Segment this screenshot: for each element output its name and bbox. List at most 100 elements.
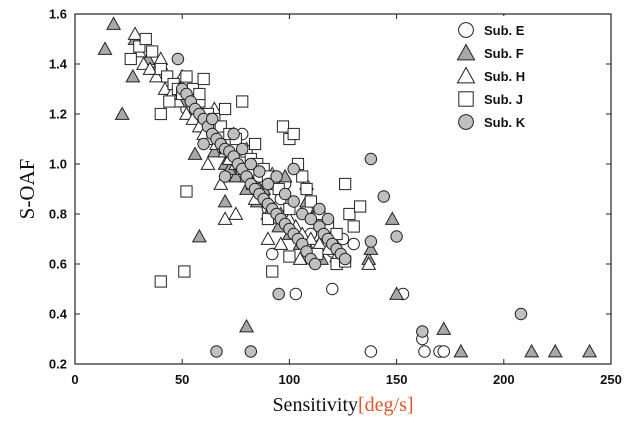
data-point-s4	[272, 287, 285, 301]
data-point-s0	[347, 237, 360, 251]
legend-label: Sub. J	[484, 92, 523, 107]
data-point-s3	[193, 87, 206, 101]
data-point-s0	[266, 247, 279, 261]
data-point-s3	[161, 70, 174, 83]
x-axis-unit: [deg/s]	[358, 394, 414, 416]
data-point-s2	[200, 156, 216, 170]
x-tick-label: 0	[71, 372, 78, 387]
data-point-s3	[180, 70, 193, 83]
data-point-s4	[210, 345, 223, 358]
x-tick-label: 250	[600, 372, 622, 387]
data-point-s2	[228, 206, 244, 220]
data-point-s4	[197, 137, 210, 151]
data-point-s4	[514, 307, 528, 321]
data-point-s1	[106, 16, 122, 30]
data-point-s4	[390, 230, 403, 243]
data-point-s2	[127, 26, 143, 40]
y-tick-label: 1.6	[49, 7, 67, 22]
data-point-s4	[364, 235, 378, 248]
data-point-s4	[321, 212, 335, 226]
data-point-s3	[283, 250, 296, 263]
data-point-s4	[235, 142, 249, 156]
data-point-s4	[261, 177, 275, 191]
plot-frame	[74, 13, 612, 365]
data-point-s0	[364, 345, 378, 358]
data-point-s4	[313, 202, 326, 216]
data-point-s1	[239, 318, 255, 333]
legend-label: Sub. E	[484, 23, 525, 38]
data-point-s3	[343, 207, 356, 221]
data-point-s3	[178, 265, 191, 278]
data-point-s1	[453, 343, 469, 358]
data-point-s4	[364, 152, 378, 166]
data-point-s2	[361, 256, 377, 270]
data-point-s4	[218, 170, 232, 183]
data-point-s1	[97, 41, 113, 55]
x-axis-label: Sensitivity[deg/s]	[272, 394, 413, 416]
data-point-s4	[244, 345, 258, 358]
data-point-s4	[287, 162, 300, 176]
data-point-s4	[416, 325, 429, 338]
data-point-s3	[154, 275, 167, 288]
data-point-s0	[418, 345, 431, 358]
legend-label: Sub. F	[484, 46, 524, 61]
data-point-s1	[436, 321, 452, 335]
data-point-s4	[308, 257, 322, 271]
data-point-s4	[205, 112, 219, 126]
data-point-s3	[163, 95, 176, 108]
legend-marker	[458, 22, 474, 38]
data-point-s3	[154, 62, 167, 76]
data-point-s3	[154, 107, 167, 121]
data-point-s1	[217, 193, 233, 208]
data-point-s0	[437, 345, 451, 358]
data-point-s2	[178, 106, 194, 120]
data-point-s3	[218, 102, 232, 116]
data-point-s1	[125, 68, 141, 83]
legend-label: Sub. H	[484, 69, 525, 84]
y-axis-label: S-OAF	[15, 159, 39, 220]
data-point-s1	[228, 168, 244, 183]
data-point-s1	[389, 286, 405, 300]
data-point-s3	[180, 185, 193, 198]
legend-marker	[458, 114, 474, 130]
x-axis-ticks: 0 50 100 150 200 250	[71, 14, 622, 387]
data-point-s4	[287, 195, 300, 208]
data-point-s4	[338, 252, 352, 266]
data-point-s3	[339, 177, 352, 191]
data-point-s4	[278, 187, 292, 201]
data-point-s3	[287, 127, 300, 141]
data-point-s0	[289, 287, 303, 301]
y-tick-label: 1.0	[49, 157, 67, 172]
data-point-s1	[547, 343, 563, 358]
data-point-s3	[266, 265, 279, 278]
data-point-s2	[142, 61, 158, 75]
data-point-s2	[273, 236, 289, 250]
data-point-s1	[582, 343, 598, 358]
y-axis-ticks: 0.2 0.4 0.6 0.8 1.0 1.2 1.4 1.6	[49, 7, 611, 372]
data-point-s4	[377, 190, 390, 203]
data-point-s3	[197, 72, 210, 86]
data-point-s1	[191, 228, 207, 243]
data-point-s2	[148, 68, 164, 83]
data-point-s3	[296, 170, 309, 183]
data-point-s2	[213, 176, 229, 190]
data-point-s1	[187, 146, 203, 160]
data-point-s3	[124, 52, 137, 66]
data-point-s2	[260, 231, 276, 245]
x-tick-label: 200	[493, 372, 515, 387]
y-tick-label: 0.4	[49, 307, 68, 322]
data-point-s3	[304, 195, 317, 208]
y-tick-label: 1.2	[49, 107, 67, 122]
legend: Sub. E Sub. F Sub. H Sub. J Sub. K	[450, 16, 564, 134]
legend-label: Sub. K	[484, 115, 526, 130]
data-point-s3	[354, 200, 367, 213]
data-point-s1	[524, 343, 540, 358]
data-point-s3	[146, 45, 159, 58]
y-tick-label: 0.6	[49, 257, 67, 272]
data-point-s3	[139, 32, 152, 46]
y-tick-label: 0.2	[49, 357, 67, 372]
data-point-s3	[214, 120, 227, 133]
data-point-s2	[292, 251, 308, 265]
legend-marker	[456, 66, 476, 84]
